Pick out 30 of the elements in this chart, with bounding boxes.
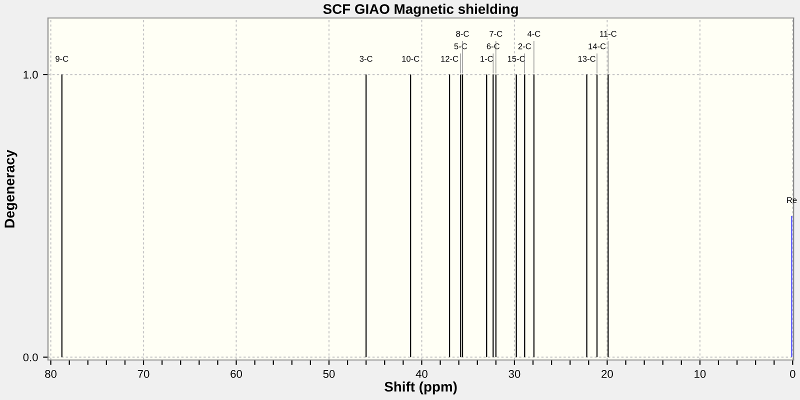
annotation: 2-C: [518, 43, 532, 50]
x-tick-label: 40: [416, 370, 428, 378]
annotation: Re: [787, 197, 797, 204]
y-tick-label: 0.0: [23, 353, 38, 362]
x-tick-label: 0: [790, 370, 796, 378]
annotation: 6-C: [486, 43, 500, 50]
annotation: 9-C: [56, 56, 68, 62]
x-axis-title: Shift (ppm): [384, 381, 457, 394]
x-tick-label: 80: [45, 370, 57, 378]
x-tick-label: 50: [323, 370, 335, 378]
y-axis-title: Degeneracy: [4, 150, 18, 228]
x-tick-label: 10: [694, 370, 706, 378]
annotation: 12-C: [441, 56, 458, 62]
annotation: 10-C: [402, 56, 420, 62]
annotation: 15-C: [508, 56, 526, 62]
annotation: 5-C: [454, 43, 468, 50]
x-tick-label: 30: [508, 370, 520, 378]
x-tick-label: 20: [602, 370, 613, 378]
annotation: 11-C: [600, 30, 617, 37]
x-tick-label: 60: [230, 370, 242, 378]
annotation: 7-C: [490, 30, 502, 37]
annotation: 4-C: [527, 30, 540, 37]
annotation: 3-C: [360, 56, 372, 62]
chart-title: SCF GIAO Magnetic shielding: [323, 4, 518, 17]
y-tick-label: 1.0: [24, 70, 38, 79]
x-tick-label: 70: [138, 370, 150, 378]
annotation: 13-C: [578, 56, 596, 62]
annotation: 8-C: [456, 30, 469, 37]
annotation: 1-C: [480, 56, 494, 62]
annotation: 14-C: [588, 43, 606, 50]
